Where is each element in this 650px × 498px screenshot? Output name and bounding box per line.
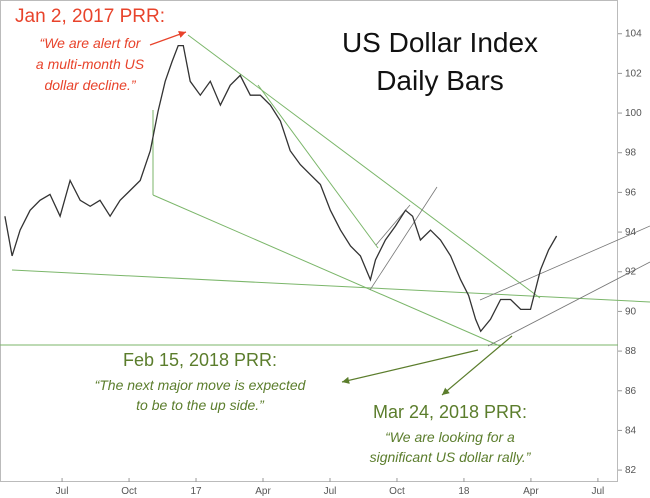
x-tick-label: Jul	[324, 486, 337, 497]
y-tick-label: 82	[625, 465, 637, 476]
annotation-text: “We are looking for a	[385, 429, 515, 445]
y-tick-label: 86	[625, 386, 637, 397]
x-tick-label: Oct	[121, 486, 137, 497]
plot-frame	[0, 0, 618, 482]
annotation-title: Feb 15, 2018 PRR:	[123, 350, 277, 370]
x-tick-label: Apr	[255, 486, 271, 497]
annotation-text: a multi-month US	[36, 56, 145, 72]
trend-lines	[0, 31, 650, 396]
annotation-text: dollar decline.”	[44, 77, 136, 93]
y-tick-label: 88	[625, 346, 637, 357]
y-tick-label: 90	[625, 306, 637, 317]
y-tick-label: 94	[625, 227, 637, 238]
y-tick-label: 100	[625, 108, 642, 119]
x-tick-label: Oct	[389, 486, 405, 497]
x-tick-label: 17	[190, 486, 202, 497]
annotation-title: Mar 24, 2018 PRR:	[373, 402, 527, 422]
x-tick-label: Jul	[56, 486, 69, 497]
y-tick-label: 102	[625, 68, 642, 79]
annotation-text: to be to the up side.”	[136, 397, 265, 413]
chart-title: US Dollar Index	[342, 27, 538, 58]
x-tick-label: Apr	[523, 486, 539, 497]
x-tick-label: Jul	[592, 486, 605, 497]
y-tick-label: 104	[625, 29, 642, 40]
annotation-title: Jan 2, 2017 PRR:	[15, 6, 165, 27]
y-tick-label: 98	[625, 148, 637, 159]
x-tick-label: 18	[458, 486, 470, 497]
y-tick-label: 92	[625, 267, 637, 278]
price-line	[4, 44, 558, 333]
chart-title: Daily Bars	[376, 65, 504, 96]
annotation-text: “We are alert for	[40, 35, 142, 51]
annotation-text: “The next major move is expected	[95, 377, 307, 393]
y-tick-label: 96	[625, 187, 637, 198]
y-tick-label: 84	[625, 425, 637, 436]
annotation-text: significant US dollar rally.”	[370, 449, 532, 465]
